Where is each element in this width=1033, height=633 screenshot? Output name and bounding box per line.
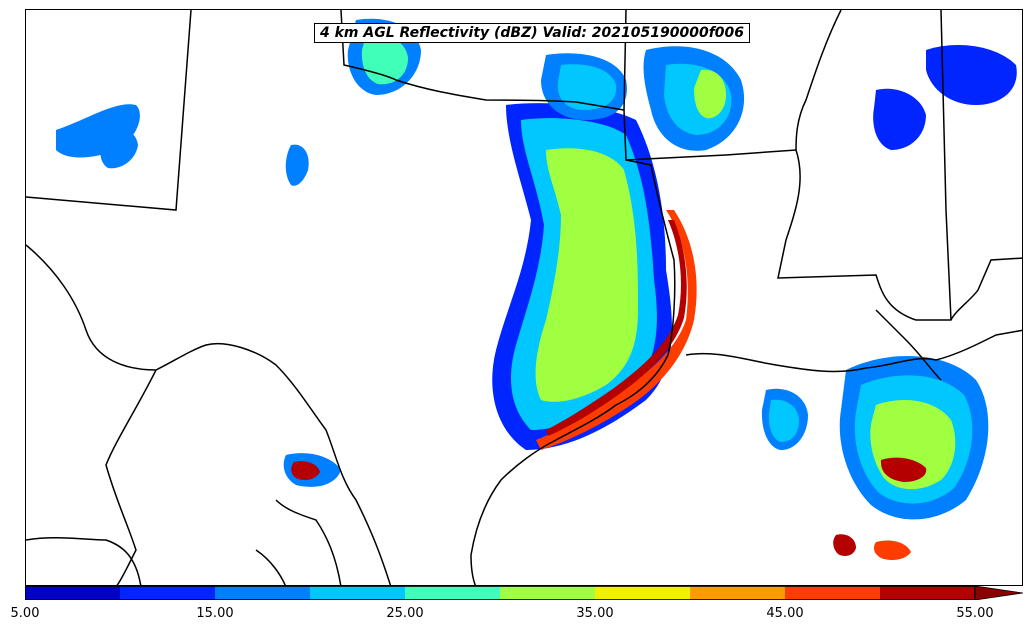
echo-texas-band-inner bbox=[535, 148, 638, 402]
map-title: 4 km AGL Reflectivity (dBZ) Valid: 20210… bbox=[314, 23, 751, 43]
tx-la-border bbox=[623, 109, 676, 356]
colorbar-tick-label: 5.00 bbox=[10, 606, 40, 621]
colorbar-tick-label: 45.00 bbox=[766, 606, 804, 621]
reflectivity-echoes bbox=[56, 18, 1017, 560]
echo-nm-3 bbox=[285, 144, 309, 186]
colorbar-segment bbox=[215, 586, 311, 600]
colorbar-tick-label: 25.00 bbox=[386, 606, 424, 621]
echo-fl-1 bbox=[926, 45, 1017, 105]
colorbar-segment bbox=[595, 586, 691, 600]
echo-ar-3 bbox=[694, 69, 726, 119]
colorbar-outline bbox=[25, 586, 975, 600]
echo-swtx-2 bbox=[291, 461, 320, 480]
colorbar-tick-label: 35.00 bbox=[576, 606, 614, 621]
echo-gulf-core bbox=[880, 457, 927, 482]
tx-mexico-border bbox=[26, 244, 392, 585]
colorbar-segment bbox=[120, 586, 216, 600]
colorbar-segment bbox=[785, 586, 881, 600]
tx-panhandle-border bbox=[340, 10, 627, 111]
mexico-state-1 bbox=[105, 369, 157, 585]
colorbar-extend-triangle bbox=[974, 586, 1023, 600]
colorbar-segment bbox=[310, 586, 406, 600]
echo-squall-core bbox=[546, 220, 687, 436]
echo-ok-2 bbox=[557, 64, 617, 110]
colorbar-segment bbox=[25, 586, 121, 600]
gulf-coastline bbox=[685, 329, 1022, 373]
echo-la-2 bbox=[768, 399, 799, 442]
ms-al-border bbox=[795, 10, 952, 321]
colorbar-segment bbox=[880, 586, 976, 600]
reflectivity-map bbox=[26, 10, 1022, 585]
mexico-state-3 bbox=[275, 499, 342, 585]
mexico-state-2 bbox=[26, 537, 142, 585]
colorbar-svg bbox=[25, 586, 1023, 600]
echo-gulf-small-1 bbox=[833, 534, 856, 556]
la-delta bbox=[875, 309, 942, 381]
echo-squall-line bbox=[536, 210, 697, 450]
nm-ok-border bbox=[26, 10, 192, 211]
colorbar-tick-label: 55.00 bbox=[956, 606, 994, 621]
tx-coastline bbox=[470, 354, 669, 585]
colorbar-segment bbox=[690, 586, 786, 600]
ar-la-border bbox=[625, 149, 1022, 321]
colorbar-tick-label: 15.00 bbox=[196, 606, 234, 621]
colorbar bbox=[25, 586, 1023, 600]
map-panel: 4 km AGL Reflectivity (dBZ) Valid: 20210… bbox=[25, 9, 1023, 586]
colorbar-segment bbox=[500, 586, 596, 600]
echo-fl-2 bbox=[873, 88, 926, 150]
echo-nm-2 bbox=[100, 128, 138, 169]
mexico-state-4 bbox=[255, 549, 286, 585]
colorbar-segment bbox=[405, 586, 501, 600]
state-boundaries bbox=[26, 10, 1022, 585]
echo-gulf-small-2 bbox=[873, 540, 911, 560]
